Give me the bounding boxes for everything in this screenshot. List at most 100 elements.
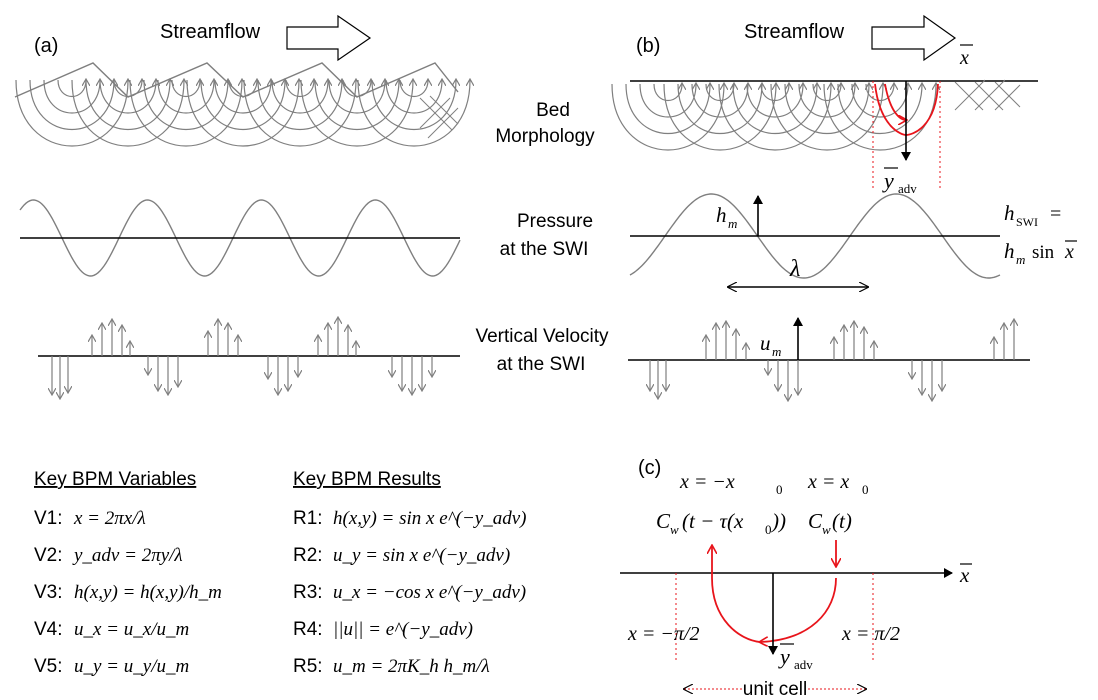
c-right-conc-sub: w	[822, 522, 831, 537]
streamflow-arrow-a	[286, 14, 372, 62]
um-label: u	[760, 331, 771, 355]
result-expr: u_x = −cos x e^(−y_adv)	[333, 582, 526, 603]
red-flowpath-left-c	[711, 577, 761, 643]
flow-loop	[15, 80, 128, 147]
hswi-sub: SWI	[1016, 215, 1038, 229]
flow-loop	[71, 80, 184, 147]
velocity-arrows-b	[650, 320, 1014, 400]
panel-label-c: (c)	[638, 457, 661, 479]
flow-loop	[663, 84, 776, 151]
flow-loop	[625, 84, 710, 134]
pressure-wave-a	[19, 199, 461, 277]
variable-expr: u_y = u_y/u_m	[74, 656, 189, 677]
flow-loop	[228, 80, 257, 97]
flow-loop	[385, 80, 442, 114]
flow-loop	[837, 84, 922, 134]
flow-loop	[691, 84, 748, 118]
hswi-hm: h	[1004, 239, 1015, 263]
um-sub: m	[772, 344, 781, 359]
flow-loop	[399, 80, 428, 97]
hswi-hm-sub: m	[1016, 252, 1025, 267]
variable-expr: x = 2πx/λ	[73, 508, 146, 529]
flow-loop	[285, 80, 314, 97]
results-list: R1: h(x,y) = sin x e^(−y_adv) R2: u_y = sin…	[293, 508, 527, 677]
flow-cells-b	[611, 84, 936, 151]
flow-loop	[143, 80, 228, 130]
panel-label-a: (a)	[34, 35, 58, 57]
c-right-conc: C	[808, 509, 823, 533]
red-flowpath-inner-b	[884, 83, 906, 120]
result-expr: u_m = 2πK_h h_m/λ	[333, 656, 490, 677]
c-right-top: x = x	[807, 471, 849, 493]
hatch-a	[419, 95, 459, 139]
hm-label: h	[716, 203, 727, 227]
c-right-top-sub: 0	[862, 482, 869, 497]
flow-loop	[812, 84, 841, 101]
flow-cells-a	[15, 80, 470, 147]
hm-sub: m	[728, 216, 737, 231]
flow-loop	[157, 80, 214, 114]
flow-loop	[784, 84, 869, 134]
streamflow-label-a: Streamflow	[160, 21, 261, 43]
variable-tag: V3:	[34, 582, 63, 603]
flow-loop	[113, 80, 142, 97]
variable-tag: V1:	[34, 508, 63, 529]
result-tag: R5:	[293, 656, 323, 677]
c-right-conc-rest: (t)	[832, 509, 852, 533]
row-label-bed-1: Bed	[536, 100, 570, 121]
variable-expr: u_x = u_x/u_m	[74, 619, 189, 640]
flow-loop	[186, 80, 299, 147]
flow-loop	[99, 80, 156, 114]
hswi-eq: =	[1050, 203, 1061, 225]
flow-loop	[57, 80, 86, 97]
result-expr: u_y = sin x e^(−y_adv)	[333, 545, 510, 566]
red-flowpath-right-c	[760, 577, 837, 642]
velocity-arrows-a	[52, 318, 432, 398]
result-tag: R2:	[293, 545, 323, 566]
c-left-conc-rest: (t − τ(x	[682, 509, 744, 533]
flow-loop	[732, 84, 817, 134]
variable-expr: y_adv = 2πy/λ	[72, 545, 183, 566]
result-expr: ||u|| = e^(−y_adv)	[333, 619, 473, 640]
c-left-conc-end: ))	[771, 509, 786, 533]
streamflow-label-b: Streamflow	[744, 21, 845, 43]
panel-label-b: (b)	[636, 35, 660, 57]
result-tag: R4:	[293, 619, 323, 640]
row-label-velocity-2: at the SWI	[497, 354, 586, 375]
flow-loop	[798, 84, 855, 118]
c-left-top-sub: 0	[776, 482, 783, 497]
variables-list: V1: x = 2πx/λ V2: y_adv = 2πy/λ V3: h(x,y) = …	[34, 508, 222, 677]
flow-loop	[214, 80, 271, 114]
flow-loop	[43, 80, 100, 114]
results-heading: Key BPM Results	[293, 469, 441, 490]
row-label-pressure-1: Pressure	[517, 211, 593, 232]
result-tag: R1:	[293, 508, 323, 529]
flow-loop	[760, 84, 789, 101]
lambda-label: λ	[789, 256, 800, 282]
variable-tag: V2:	[34, 545, 63, 566]
c-left-top: x = −x	[679, 471, 735, 493]
flow-loop	[770, 84, 883, 151]
hswi-label: h	[1004, 201, 1015, 225]
c-left-bound: x = −π/2	[627, 623, 699, 645]
flow-loop	[357, 80, 470, 147]
y-axis-label-b: y	[882, 168, 894, 193]
variables-heading: Key BPM Variables	[34, 469, 196, 490]
flow-loop	[257, 80, 342, 130]
flow-loop	[300, 80, 413, 147]
c-left-conc-sub2: 0	[765, 522, 772, 537]
flow-loop	[271, 80, 328, 114]
c-left-conc-sub: w	[670, 522, 679, 537]
streamflow-arrow-b	[871, 14, 957, 62]
c-left-conc: C	[656, 509, 671, 533]
flow-loop	[718, 84, 831, 151]
flow-loop	[823, 84, 936, 151]
flow-loop	[677, 84, 762, 134]
row-label-pressure-2: at the SWI	[500, 239, 589, 260]
flow-loop	[653, 84, 682, 101]
flow-loop	[371, 80, 456, 130]
variable-tag: V4:	[34, 619, 63, 640]
y-axis-label-c: y	[778, 644, 790, 669]
flow-loop	[200, 80, 285, 130]
